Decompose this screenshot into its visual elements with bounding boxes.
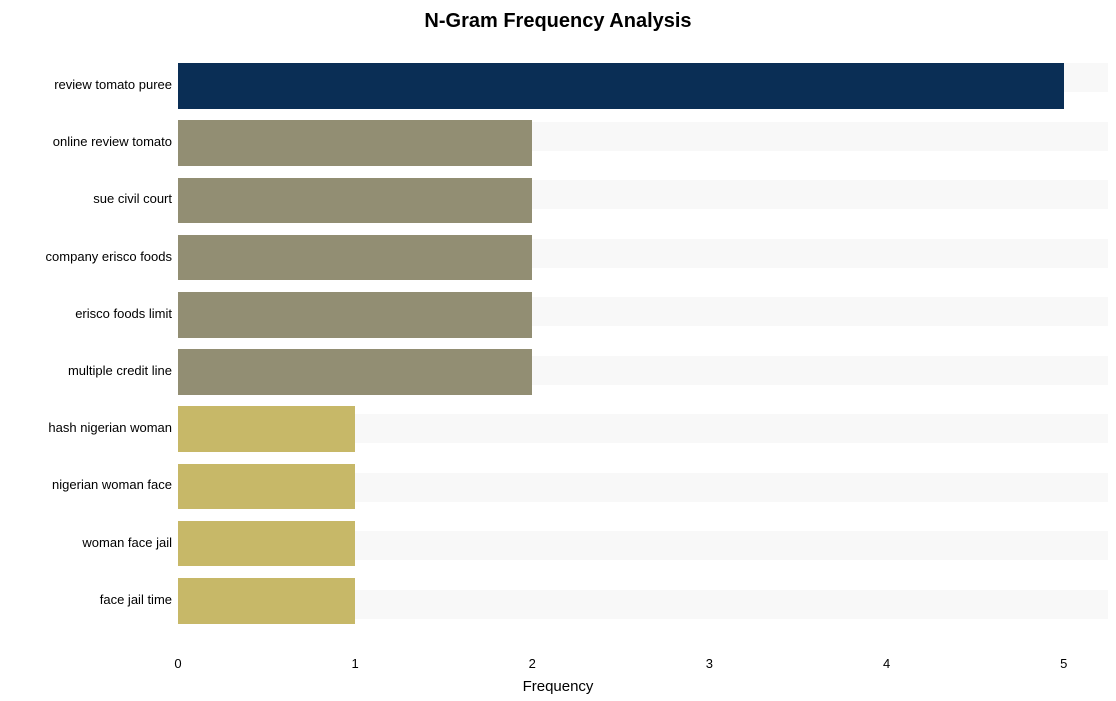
x-tick-label: 1 [352,656,359,671]
y-category-label: woman face jail [82,535,172,550]
bar [178,464,355,510]
x-tick-label: 4 [883,656,890,671]
bar [178,521,355,567]
bar [178,235,532,281]
y-category-label: nigerian woman face [52,477,172,492]
y-category-label: multiple credit line [68,363,172,378]
chart-container: N-Gram Frequency Analysis Frequency revi… [0,0,1116,701]
bar [178,292,532,338]
x-tick-label: 0 [174,656,181,671]
x-tick-label: 2 [529,656,536,671]
chart-title: N-Gram Frequency Analysis [0,10,1116,33]
x-tick-label: 5 [1060,656,1067,671]
x-tick-label: 3 [706,656,713,671]
y-category-label: hash nigerian woman [48,420,172,435]
y-category-label: review tomato puree [54,77,172,92]
y-category-label: online review tomato [53,134,172,149]
x-axis-label: Frequency [0,678,1116,695]
y-category-label: sue civil court [93,191,172,206]
bar [178,406,355,452]
y-category-label: face jail time [100,592,172,607]
grid-band [178,34,1108,63]
bar [178,63,1064,109]
bar [178,578,355,624]
bar [178,120,532,166]
bar [178,178,532,224]
y-category-label: erisco foods limit [75,306,172,321]
y-category-label: company erisco foods [46,249,172,264]
bar [178,349,532,395]
plot-area [178,34,1108,648]
